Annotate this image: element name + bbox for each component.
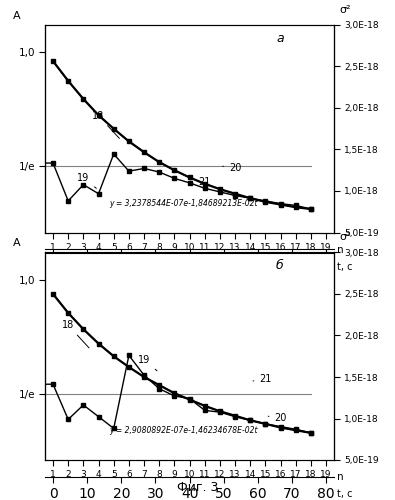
Text: t, c: t, c: [337, 262, 352, 272]
Text: y = 3,2378544E-07e-1,84689213E-02t: y = 3,2378544E-07e-1,84689213E-02t: [109, 198, 258, 207]
Text: 19: 19: [77, 173, 96, 188]
Text: 18: 18: [92, 111, 119, 138]
Text: 21: 21: [253, 374, 272, 384]
Text: 19: 19: [138, 356, 157, 371]
Text: 20: 20: [268, 413, 287, 423]
Text: A: A: [13, 238, 21, 248]
Text: σ²: σ²: [340, 232, 351, 242]
Text: t, c: t, c: [337, 489, 352, 499]
Text: 21: 21: [192, 176, 211, 186]
Text: 18: 18: [62, 320, 89, 348]
Text: Фиг. 3: Фиг. 3: [177, 481, 218, 494]
Text: 20: 20: [223, 163, 241, 173]
Text: σ²: σ²: [340, 4, 351, 15]
Text: n: n: [337, 472, 343, 482]
Text: A: A: [13, 11, 21, 21]
Text: б: б: [276, 259, 284, 272]
Text: n: n: [337, 245, 343, 255]
Text: y = 2,9080892E-07e-1,46234678E-02t: y = 2,9080892E-07e-1,46234678E-02t: [109, 426, 258, 435]
Text: а: а: [276, 32, 284, 44]
